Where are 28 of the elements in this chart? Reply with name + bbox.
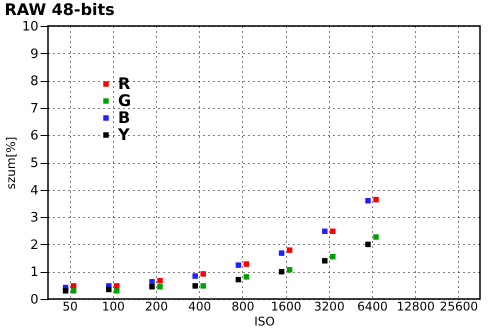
y-tick-label: 0 xyxy=(30,292,38,308)
y-tick-label: 6 xyxy=(30,128,38,144)
y-tick-label: 7 xyxy=(30,101,38,116)
x-tick-label: 6400 xyxy=(357,300,388,314)
y-tick-label: 2 xyxy=(30,238,38,253)
y-tick-label: 10 xyxy=(22,20,38,34)
chart-title: RAW 48-bits xyxy=(4,0,115,19)
x-tick-label: 50 xyxy=(62,300,78,314)
x-axis-title: ISO xyxy=(254,314,275,328)
y-axis-title: szum[%] xyxy=(4,136,18,190)
legend-label: G xyxy=(118,91,132,110)
y-tick-label: 3 xyxy=(30,210,38,226)
legend-label: B xyxy=(118,108,130,127)
legend-label: Y xyxy=(117,125,130,144)
x-tick-label: 25600 xyxy=(440,300,478,314)
y-tick-label: 4 xyxy=(30,183,38,198)
y-tick-label: 5 xyxy=(30,156,38,171)
x-tick-label: 3200 xyxy=(314,300,345,314)
x-tick-label: 1600 xyxy=(270,300,302,314)
x-tick-label: 200 xyxy=(145,300,168,314)
y-tick-label: 1 xyxy=(30,265,38,280)
legend-label: R xyxy=(118,74,130,93)
x-tick-label: 100 xyxy=(102,300,125,314)
x-tick-label: 12800 xyxy=(396,300,435,314)
x-tick-label: 400 xyxy=(188,300,212,314)
y-tick-label: 8 xyxy=(30,74,38,90)
x-tick-label: 800 xyxy=(231,300,254,314)
y-tick-label: 9 xyxy=(30,46,38,62)
